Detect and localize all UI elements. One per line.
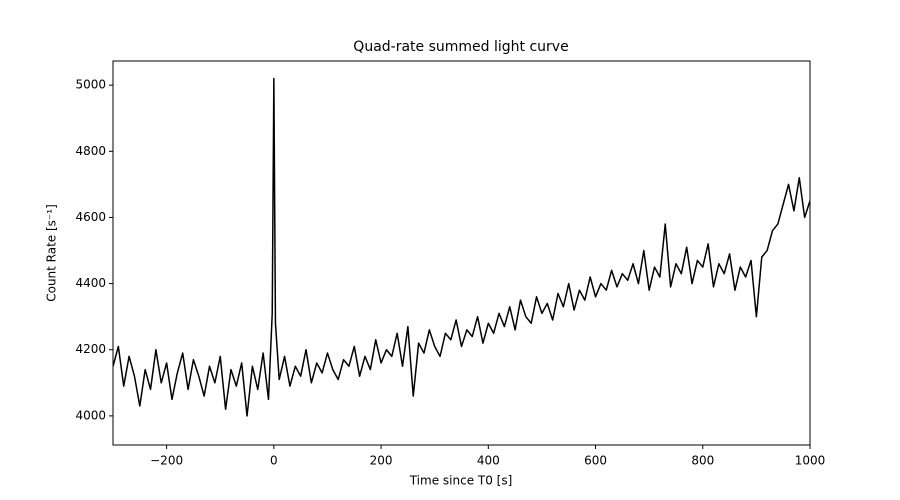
y-tick-label: 4600 bbox=[75, 210, 106, 224]
x-tick-label: 200 bbox=[370, 454, 393, 468]
x-axis-label: Time since T0 [s] bbox=[409, 474, 513, 488]
x-tick-label: 1000 bbox=[795, 454, 826, 468]
y-tick-label: 4200 bbox=[75, 342, 106, 356]
chart-title: Quad-rate summed light curve bbox=[353, 39, 568, 55]
plot-frame bbox=[112, 60, 811, 446]
x-tick-label: 0 bbox=[270, 454, 278, 468]
y-tick-label: 4000 bbox=[75, 408, 106, 422]
y-tick-label: 5000 bbox=[75, 78, 106, 92]
x-tick-label: 800 bbox=[691, 454, 714, 468]
x-tick-label: 600 bbox=[584, 454, 607, 468]
y-tick-label: 4400 bbox=[75, 276, 106, 290]
y-axis-label: Count Rate [s⁻¹] bbox=[45, 204, 59, 302]
x-tick-label: 400 bbox=[477, 454, 500, 468]
x-tick-label: −200 bbox=[150, 454, 183, 468]
y-tick-label: 4800 bbox=[75, 144, 106, 158]
line bbox=[113, 77, 810, 417]
